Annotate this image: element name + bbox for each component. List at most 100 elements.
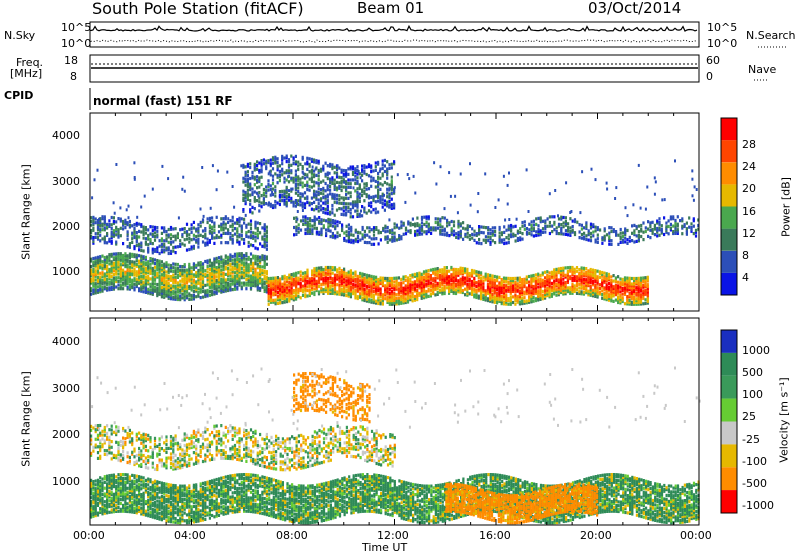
power-cell-2762 bbox=[473, 287, 476, 292]
power-cell-1327 bbox=[133, 234, 136, 238]
power-cell-806 bbox=[208, 275, 211, 279]
power-cell-3241 bbox=[564, 282, 567, 287]
power-cell-3160 bbox=[548, 275, 551, 279]
power-cell-2209 bbox=[365, 284, 368, 288]
power-cell-2295 bbox=[381, 295, 384, 299]
power-cell-1 bbox=[90, 288, 93, 293]
power-cell-1226 bbox=[96, 219, 100, 223]
power-cell-3931 bbox=[427, 226, 430, 230]
power-cell-1709 bbox=[269, 286, 273, 290]
power-cell-3374 bbox=[591, 290, 595, 294]
power-cell-3445 bbox=[605, 286, 608, 291]
power-cell-2514 bbox=[422, 281, 426, 285]
power-cell-251 bbox=[124, 252, 127, 256]
power-cell-764 bbox=[201, 280, 205, 284]
power-cell-132 bbox=[108, 273, 111, 277]
power-cell-2529 bbox=[425, 273, 428, 277]
power-cell-2178 bbox=[361, 290, 364, 295]
power-cell-4819 bbox=[324, 161, 327, 165]
power-cell-2057 bbox=[338, 287, 341, 291]
power-cell-1158 bbox=[261, 280, 264, 284]
power-cell-1996 bbox=[327, 289, 330, 293]
power-cell-4372 bbox=[674, 230, 677, 234]
power-cell-2904 bbox=[500, 302, 503, 306]
power-cell-2264 bbox=[375, 279, 378, 283]
power-cell-119 bbox=[106, 268, 109, 272]
power-cell-978 bbox=[233, 276, 237, 280]
power-cell-2881 bbox=[496, 299, 499, 303]
power-cell-3831 bbox=[372, 233, 376, 237]
power-cell-3252 bbox=[566, 275, 569, 279]
power-cell-3179 bbox=[553, 279, 556, 283]
power-cell-3281 bbox=[573, 286, 576, 290]
power-cell-2405 bbox=[402, 288, 405, 292]
power-cell-4069 bbox=[503, 238, 506, 242]
power-cell-3940 bbox=[432, 226, 435, 230]
power-cell-2648 bbox=[450, 284, 453, 288]
power-cell-909 bbox=[222, 266, 225, 270]
power-cell-154 bbox=[110, 254, 113, 258]
power-cell-2960 bbox=[509, 286, 512, 290]
power-cell-14 bbox=[92, 290, 95, 294]
power-cell-3894 bbox=[409, 221, 412, 225]
power-cell-3928 bbox=[425, 215, 428, 219]
power-cell-4003 bbox=[466, 235, 469, 239]
power-cell-890 bbox=[220, 272, 223, 276]
power-cell-1583 bbox=[229, 224, 232, 228]
power-cell-2103 bbox=[345, 271, 348, 275]
power-cell-149 bbox=[110, 267, 113, 271]
power-cell-812 bbox=[208, 258, 211, 262]
power-cell-572 bbox=[172, 290, 175, 294]
power-cell-3382 bbox=[591, 270, 595, 274]
power-cell-4574 bbox=[276, 175, 279, 179]
power-cell-1689 bbox=[267, 299, 270, 303]
power-cell-1865 bbox=[299, 296, 302, 300]
power-cell-2459 bbox=[413, 294, 416, 299]
power-cell-4497 bbox=[258, 185, 261, 189]
power-cell-941 bbox=[227, 259, 230, 263]
power-cell-2040 bbox=[333, 279, 337, 283]
power-cell-1574 bbox=[224, 215, 227, 219]
power-cell-599 bbox=[176, 297, 179, 302]
power-cell-4911 bbox=[342, 172, 345, 176]
power-cell-1194 bbox=[265, 257, 268, 261]
power-cell-1834 bbox=[292, 289, 295, 293]
power-cell-3052 bbox=[528, 280, 531, 284]
power-cell-1008 bbox=[238, 283, 241, 287]
power-cell-3905 bbox=[416, 222, 419, 226]
power-cell-1320 bbox=[131, 237, 134, 241]
power-cell-4601 bbox=[281, 154, 284, 158]
power-cell-2813 bbox=[482, 283, 485, 287]
power-cell-4844 bbox=[331, 211, 334, 215]
power-cell-1521 bbox=[206, 243, 209, 247]
power-cell-2587 bbox=[438, 290, 442, 294]
power-cell-1991 bbox=[324, 273, 327, 277]
power-cell-3384 bbox=[594, 294, 597, 298]
power-cell-3756 bbox=[331, 231, 334, 236]
power-cell-2843 bbox=[489, 292, 492, 296]
power-cell-1950 bbox=[317, 290, 321, 294]
power-cell-1421 bbox=[165, 248, 168, 252]
power-cell-492 bbox=[160, 286, 163, 290]
power-cell-4310 bbox=[640, 234, 643, 239]
power-cell-986 bbox=[233, 258, 237, 262]
power-cell-4131 bbox=[537, 229, 540, 233]
power-cell-2575 bbox=[436, 292, 439, 296]
power-cell-1437 bbox=[169, 240, 173, 244]
power-cell-1308 bbox=[126, 234, 129, 238]
power-cell-2009 bbox=[329, 291, 332, 295]
power-cell-2127 bbox=[349, 276, 352, 280]
power-cell-2237 bbox=[370, 282, 373, 286]
power-cell-2797 bbox=[480, 287, 483, 292]
power-cell-404 bbox=[147, 271, 150, 275]
power-cell-3962 bbox=[443, 227, 446, 231]
power-cell-2888 bbox=[496, 284, 499, 288]
power-cell-3942 bbox=[434, 226, 437, 230]
power-cell-1063 bbox=[245, 257, 248, 261]
power-cell-327 bbox=[135, 253, 138, 257]
power-cell-4429 bbox=[244, 190, 247, 195]
power-cell-4661 bbox=[294, 199, 297, 203]
power-cell-2007 bbox=[327, 267, 330, 271]
power-cell-870 bbox=[217, 276, 221, 280]
power-cell-2913 bbox=[500, 283, 503, 287]
